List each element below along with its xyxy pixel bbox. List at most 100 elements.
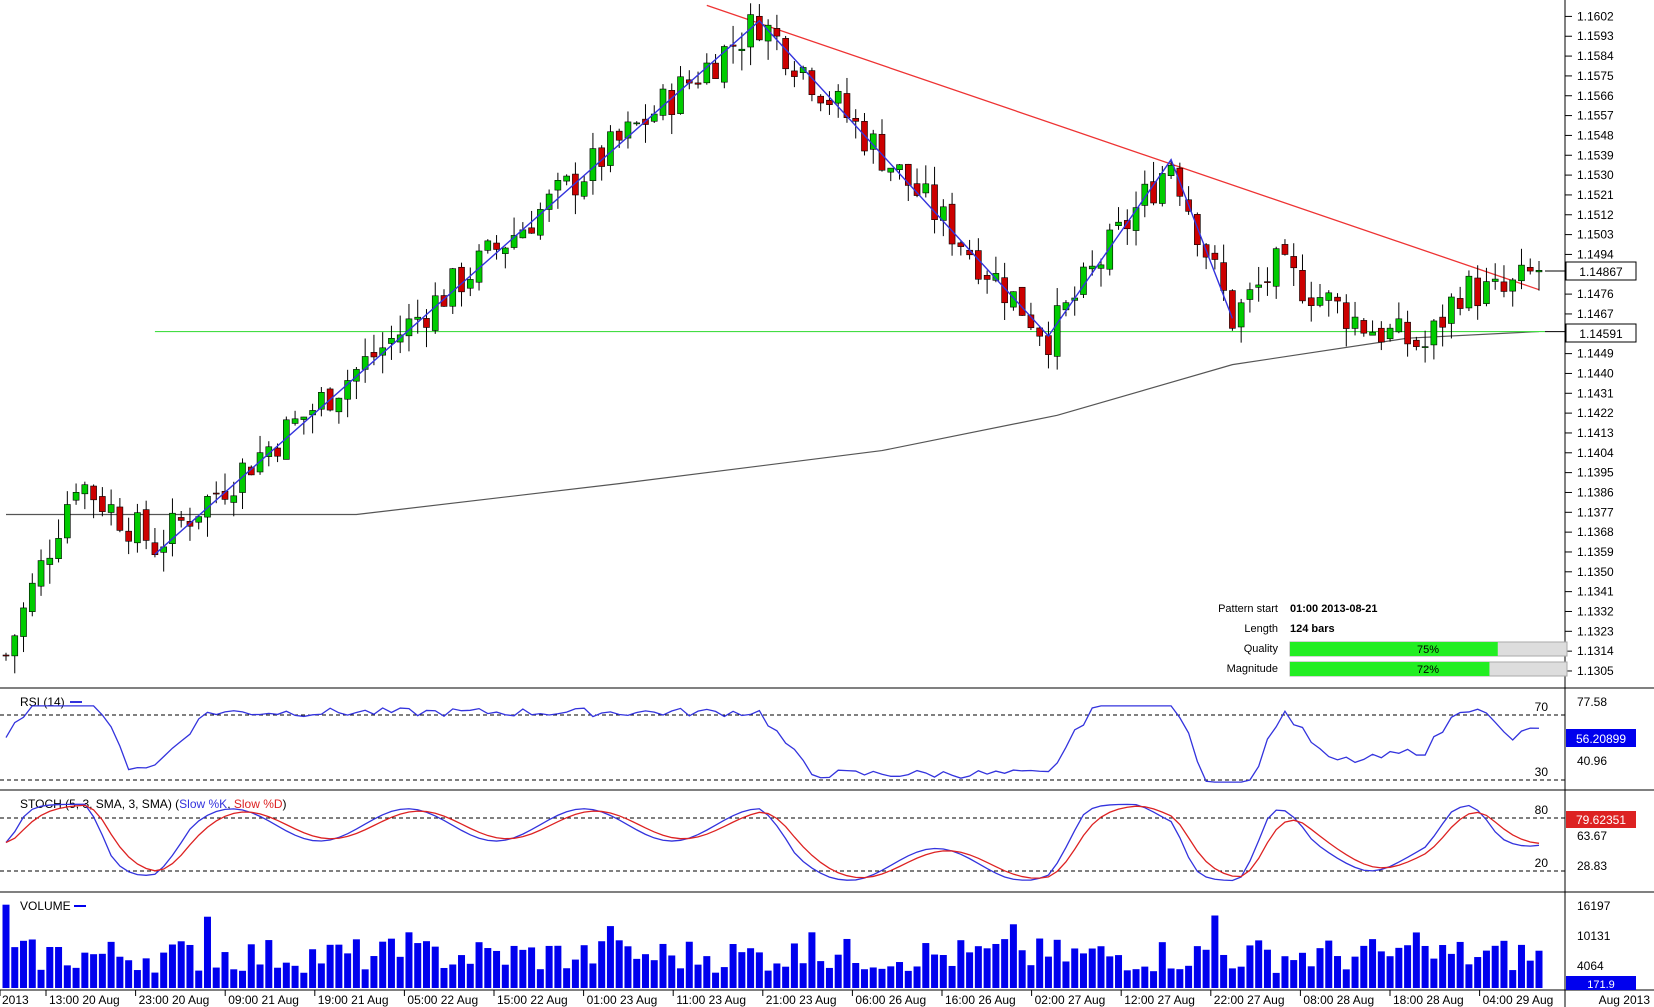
volume-bar [834,954,842,988]
candle-body [1132,207,1140,231]
pattern-start-label: Pattern start [1218,603,1278,615]
volume-bar [720,967,728,988]
volume-bar [1535,950,1543,988]
volume-bar [869,967,877,988]
candle-body [151,542,159,556]
candle-body [1211,252,1219,260]
quality-bar-fill [1290,642,1498,656]
volume-bar [1141,966,1149,988]
candle-body [353,369,360,382]
candle-body [1229,290,1236,329]
volume-bar [1115,955,1123,988]
volume-bar [1097,946,1105,988]
volume-bar [1167,968,1175,988]
volume-bar [1123,970,1131,988]
candle-body [931,184,938,220]
rsi-last-value: 56.20899 [1576,732,1626,746]
pattern-start-value: 01:00 2013-08-21 [1290,603,1377,615]
candle-body [142,509,150,541]
ma-polyline [6,330,1540,516]
candle-body [826,99,833,105]
time-tick-label: 23:00 20 Aug [139,993,210,1007]
stoch-k-line [5,803,1540,882]
candle-body [11,635,19,657]
pattern-zigzag-line [154,19,1234,555]
time-tick-label: 15:00 22 Aug [497,993,568,1007]
volume-bar [1001,939,1009,988]
volume-bar [668,955,676,988]
volume-bar [878,968,886,988]
quality-label: Quality [1244,643,1279,655]
volume-bar [1220,954,1228,988]
candle-body [1465,275,1473,309]
candle-body [55,538,62,559]
quality-value: 75% [1417,644,1439,656]
volume-bar [98,953,106,988]
candle-body [659,88,667,116]
candle-body [782,38,789,70]
volume-bar [510,945,518,988]
candle-body [458,266,465,293]
candle-body [1456,298,1464,309]
volume-bar [1412,932,1420,988]
volume-bar [764,970,772,988]
candle-body [318,392,325,410]
volume-bar [1456,941,1464,988]
candle-body [668,90,676,115]
candle-body [563,175,570,182]
rsi-tick-70: 70 [1535,700,1549,714]
candle-body [1360,320,1368,334]
volume-bar [1044,956,1052,988]
candle-body [817,95,824,104]
volume-bar [247,944,255,988]
stoch-tick-20: 20 [1535,856,1549,870]
candle-body [1106,229,1114,270]
candle-body [1123,220,1131,230]
candle-body [1150,181,1157,204]
time-tick-label: 19:00 21 Aug [318,993,389,1007]
volume-bar [860,969,868,988]
candle-body [1272,248,1280,287]
candle-body [975,250,982,280]
candle-body [712,62,719,79]
candle-body [510,235,518,248]
candle-body [1386,327,1394,340]
volume-bar [440,967,448,988]
price-tick-label: 1.1350 [1577,565,1614,579]
volume-bar [755,952,763,988]
candle-body [212,492,220,495]
candle-body [1290,256,1298,269]
volume-bar [1465,964,1473,988]
volume-bar [379,941,387,988]
price-tick-label: 1.1413 [1577,426,1614,440]
candle-body [195,516,203,523]
volume-bar [160,952,168,988]
volume-bar [326,944,334,988]
volume-bar [466,963,474,988]
volume-bar [747,948,755,988]
volume-bar [81,952,89,988]
volume-bar [554,945,562,988]
volume-bar [300,972,308,988]
volume-bar [615,940,623,988]
candle-body [1299,270,1306,302]
candle-body [1413,339,1420,347]
volume-bar [387,938,395,988]
candle-body [81,484,89,495]
candle-body [90,485,97,501]
candle-body [1325,292,1333,301]
volume-bar [983,948,991,988]
magnitude-label: Magnitude [1227,663,1278,675]
volume-bar [142,958,150,988]
volume-bar [974,946,982,988]
volume-bar [1500,940,1508,988]
stoch-tick-6367: 63.67 [1577,829,1607,843]
volume-bar [422,941,430,988]
volume-bar [239,970,247,988]
volume-bar [685,941,693,988]
volume-bar [133,970,141,988]
price-tick-label: 1.1575 [1577,69,1614,83]
candle-body [1395,318,1403,333]
candle-body [493,242,500,250]
time-tick-label: 22:00 27 Aug [1214,993,1285,1007]
